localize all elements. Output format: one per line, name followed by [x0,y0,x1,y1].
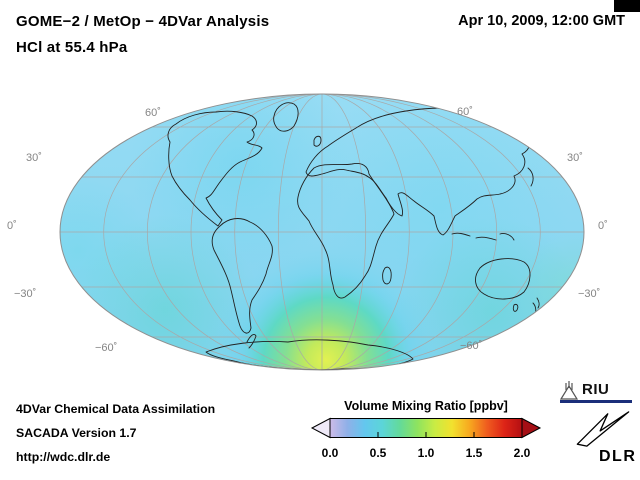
lat-label-60s-left: −60˚ [95,342,118,354]
coastline-madagascar [382,266,392,285]
dlr-logo-text: DLR [599,448,637,465]
colorbar [310,417,542,439]
colorbar-over-arrow [521,417,542,439]
coastlines [167,102,540,370]
colorbar-tick-labels: 0.0 0.5 1.0 1.5 2.0 [310,446,542,462]
lat-label-30n-right: 30˚ [567,152,583,164]
colorbar-block: Volume Mixing Ratio [ppbv] 0.0 0.5 1.0 1… [310,399,542,462]
colorbar-tick-4: 2.0 [513,446,531,460]
coastline-eurasia [305,107,530,236]
footer-line-version: SACADA Version 1.7 [16,426,137,440]
coastline-greenland [273,102,299,132]
colorbar-tick-3: 1.5 [465,446,483,460]
lat-label-60n-left: 60˚ [145,107,161,119]
lat-label-30n-left: 30˚ [26,152,42,164]
coastline-south-america [211,218,273,334]
coastline-antarctic-peninsula [246,333,257,349]
colorbar-under-arrow [310,417,331,439]
footer-line-assimilation: 4DVar Chemical Data Assimilation [16,402,216,416]
colorbar-title: Volume Mixing Ratio [ppbv] [344,399,508,413]
lat-label-0-left: 0˚ [7,220,17,232]
riu-logo-underline [560,400,632,403]
page-subtitle: HCl at 55.4 hPa [16,39,128,56]
page-title: GOME−2 / MetOp − 4DVar Analysis [16,13,270,30]
lat-label-30s-right: −30˚ [578,288,601,300]
riu-cathedral-icon [559,381,579,400]
corner-mark [614,0,640,12]
colorbar-tick-marks [377,432,475,438]
lat-label-60n-right: 60˚ [457,106,473,118]
lat-label-30s-left: −30˚ [14,288,37,300]
coastline-australia [475,258,531,300]
coastline-japan [527,167,534,187]
dlr-wing-icon [576,411,630,447]
datetime-label: Apr 10, 2009, 12:00 GMT [458,13,625,29]
coastline-north-america [167,110,263,227]
colorbar-tick-1: 0.5 [369,446,387,460]
riu-logo: RIU [559,380,636,404]
world-map [59,93,585,371]
coastline-africa [297,163,395,299]
map-boundary [59,93,585,371]
colorbar-tick-0: 0.0 [321,446,339,460]
coastline-britain [313,135,322,147]
footer-line-url: http://wdc.dlr.de [16,450,111,464]
coastline-tasmania [512,303,519,312]
lat-label-60s-right: −60˚ [460,340,483,352]
lat-label-0-right: 0˚ [598,220,608,232]
coastline-indonesia [451,232,515,241]
colorbar-tick-2: 1.0 [417,446,435,460]
riu-logo-text: RIU [582,381,610,398]
